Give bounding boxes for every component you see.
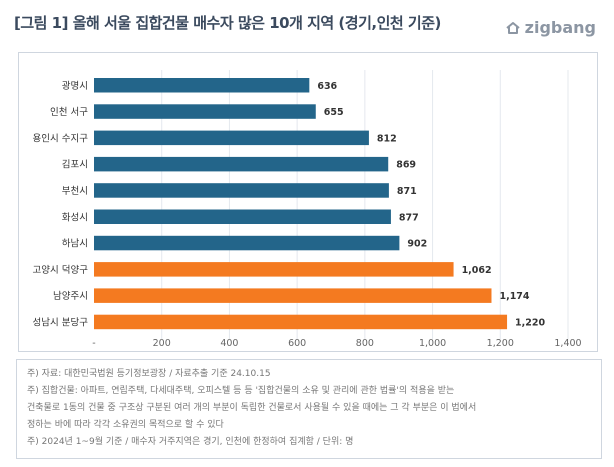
bar (94, 78, 310, 93)
note-period-unit: 주) 2024년 1~9월 기준 / 매수자 거주지역은 경기, 인천에 한정하… (27, 437, 354, 448)
category-label: 성남시 분당구 (33, 317, 89, 328)
x-tick-label: 1,400 (554, 338, 581, 349)
x-tick-label: - (92, 338, 95, 349)
x-tick-label: 400 (220, 338, 238, 349)
category-label: 광명시 (62, 80, 88, 92)
notes-box: 주) 자료: 대한민국법원 등기정보광장 / 자료추출 기준 24.10.15 … (16, 359, 602, 459)
category-label: 인천 서구 (50, 107, 88, 118)
x-tick-label: 600 (288, 338, 306, 349)
value-label: 655 (324, 107, 344, 118)
bar (94, 314, 508, 330)
x-tick-label: 1,000 (419, 338, 446, 349)
bar (94, 235, 400, 251)
x-tick-label: 800 (356, 338, 374, 349)
bar (94, 288, 492, 303)
category-label: 고양시 덕양구 (33, 265, 89, 276)
x-tick-label: 1,200 (487, 338, 514, 349)
category-label: 김포시 (62, 159, 88, 171)
category-label: 용인시 수지구 (33, 133, 89, 144)
note-definition-cont: 건축물로 1동의 건물 중 구조상 구분된 여러 개의 부분이 독립한 건물로서… (27, 403, 477, 414)
x-tick-label: 200 (153, 338, 171, 349)
note-definition: 주) 집합건물: 아파트, 연립주택, 다세대주택, 오피스텔 등 등 '집합건… (27, 386, 455, 397)
bar (94, 262, 454, 277)
value-label: 1,174 (499, 291, 529, 302)
zigbang-logo: zigbang (504, 18, 596, 37)
value-label: 877 (399, 212, 419, 223)
note-definition-end: 정하는 바에 따라 각각 소유권의 목적으로 할 수 있다 (27, 420, 224, 431)
value-label: 636 (317, 81, 337, 92)
value-label: 812 (377, 133, 397, 144)
zigbang-logo-icon (506, 21, 520, 34)
value-label: 869 (396, 160, 416, 171)
category-label: 화성시 (62, 212, 88, 223)
value-label: 902 (407, 239, 427, 250)
bar-chart: 광명시 636 인천 서구 655 용인시 수지구 812 김포시 869 부천시 871 화성시 8… (33, 70, 582, 349)
bar (94, 183, 389, 198)
bar (94, 130, 369, 146)
category-label: 남양주시 (53, 291, 88, 302)
value-label: 1,062 (462, 265, 492, 276)
page-title: [그림 1] 올해 서울 집합건물 매수자 많은 10개 지역 (경기,인천 기… (14, 14, 441, 32)
bar (94, 104, 316, 119)
value-label: 1,220 (515, 317, 545, 328)
value-label: 871 (397, 186, 417, 197)
category-label: 하남시 (62, 238, 88, 250)
chart-frame: 광명시 636 인천 서구 655 용인시 수지구 812 김포시 869 부천시 871 화성시 8… (18, 52, 598, 352)
category-label: 부천시 (62, 186, 88, 197)
bar (94, 156, 389, 172)
zigbang-logo-text: zigbang (524, 18, 596, 37)
bar (94, 209, 391, 224)
note-source: 주) 자료: 대한민국법원 등기정보광장 / 자료추출 기준 24.10.15 (27, 369, 271, 379)
